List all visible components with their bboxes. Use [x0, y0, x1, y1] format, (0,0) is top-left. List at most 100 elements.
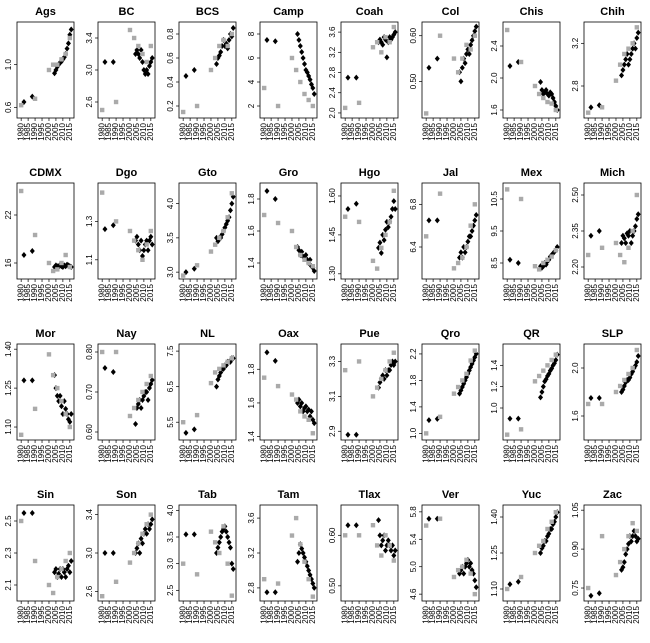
point	[180, 561, 186, 566]
x-tick-label: 2010	[544, 605, 553, 623]
point	[468, 233, 474, 240]
x-tick-label: 2015	[146, 283, 155, 301]
x-tick-label: 1980	[259, 122, 268, 140]
plot-frame	[16, 21, 75, 119]
point	[387, 359, 392, 364]
x-tick-label: 1985	[347, 605, 356, 623]
plot-frame	[16, 182, 75, 280]
point	[148, 233, 154, 240]
x-tick-label: 2000	[368, 605, 377, 623]
x-tick-label: 1995	[37, 283, 46, 301]
plot-frame	[340, 504, 399, 602]
point	[148, 228, 154, 234]
panel-title: BCS	[196, 6, 219, 18]
point	[67, 550, 73, 556]
point	[532, 264, 538, 269]
point	[308, 408, 314, 415]
point	[299, 545, 305, 552]
point	[342, 214, 348, 219]
x-tick-label: 2005	[213, 283, 222, 301]
x-tick-label: 2000	[206, 605, 215, 623]
point	[622, 546, 627, 552]
x-tick-label: 2005	[375, 605, 384, 623]
point	[356, 100, 362, 106]
x-tick-label: 1980	[97, 283, 106, 301]
point	[102, 365, 108, 371]
point	[342, 105, 348, 111]
point	[275, 581, 281, 586]
point	[59, 566, 64, 572]
y-tick-label: 0.50	[328, 578, 337, 594]
point	[46, 67, 52, 73]
x-tick-label: 2000	[530, 605, 539, 623]
point	[32, 232, 38, 238]
point	[472, 202, 478, 207]
point	[541, 260, 546, 266]
point	[472, 348, 478, 353]
x-tick-label: 2010	[139, 283, 148, 301]
y-tick-label: 2.6	[85, 96, 94, 108]
plot-frame	[16, 504, 75, 602]
x-tick-label: 1980	[340, 122, 349, 140]
x-tick-label: 1985	[185, 444, 194, 462]
panel-title: Mich	[600, 167, 625, 179]
point	[455, 260, 461, 266]
point	[18, 188, 24, 194]
x-tick-label: 2010	[544, 283, 553, 301]
x-tick-label: 2005	[294, 605, 303, 623]
point	[21, 377, 27, 384]
panel-title: Dgo	[116, 167, 138, 179]
point	[303, 252, 309, 258]
point	[144, 242, 149, 247]
point	[306, 576, 311, 582]
x-tick-label: 1990	[192, 605, 201, 623]
point	[63, 405, 69, 412]
point	[99, 107, 105, 113]
point	[345, 205, 351, 212]
point	[538, 550, 544, 556]
point	[392, 547, 398, 554]
panel-title: Ver	[442, 489, 460, 501]
point	[46, 352, 52, 357]
x-tick-label: 2010	[382, 122, 391, 140]
x-tick-label: 2015	[389, 283, 398, 301]
x-tick-label: 1990	[435, 122, 444, 140]
point	[302, 414, 307, 419]
point	[617, 559, 623, 565]
panel-title: Tam	[278, 489, 300, 501]
point	[464, 244, 469, 250]
x-tick-label: 2000	[206, 283, 215, 301]
point	[149, 377, 155, 383]
point	[634, 347, 640, 353]
plot-frame	[340, 182, 399, 280]
point	[301, 61, 307, 67]
point	[472, 591, 478, 597]
point	[145, 397, 151, 403]
point	[596, 590, 602, 597]
panel: NL 5.5 6.5 7.5 19801985199019952000200520102…	[166, 328, 237, 463]
point	[298, 542, 303, 547]
point	[536, 91, 542, 97]
y-tick-label: 1.05	[571, 502, 580, 518]
x-tick-label: 1980	[583, 444, 592, 462]
x-tick-label: 2015	[470, 283, 479, 301]
x-tick-label: 2005	[294, 444, 303, 462]
point	[536, 267, 542, 272]
panel: Chis1.62.02.4198019851990199520002005201…	[490, 6, 561, 141]
point	[63, 51, 68, 57]
point	[217, 235, 222, 241]
point	[455, 567, 461, 573]
x-tick-label: 2010	[463, 444, 472, 462]
point	[180, 420, 186, 425]
panel-title: SLP	[602, 328, 623, 340]
x-tick-label: 1985	[104, 122, 113, 140]
panel: Mex8.59.510.5198019851990199520002005201…	[490, 167, 561, 302]
point	[620, 67, 626, 73]
point	[434, 55, 440, 62]
point	[379, 553, 384, 558]
x-tick-label: 1995	[118, 122, 127, 140]
point	[289, 392, 295, 397]
y-tick-label: 0.80	[85, 344, 94, 360]
point	[63, 558, 68, 564]
panel: Zac0.750.901.051980198519901995200020052…	[571, 489, 642, 624]
